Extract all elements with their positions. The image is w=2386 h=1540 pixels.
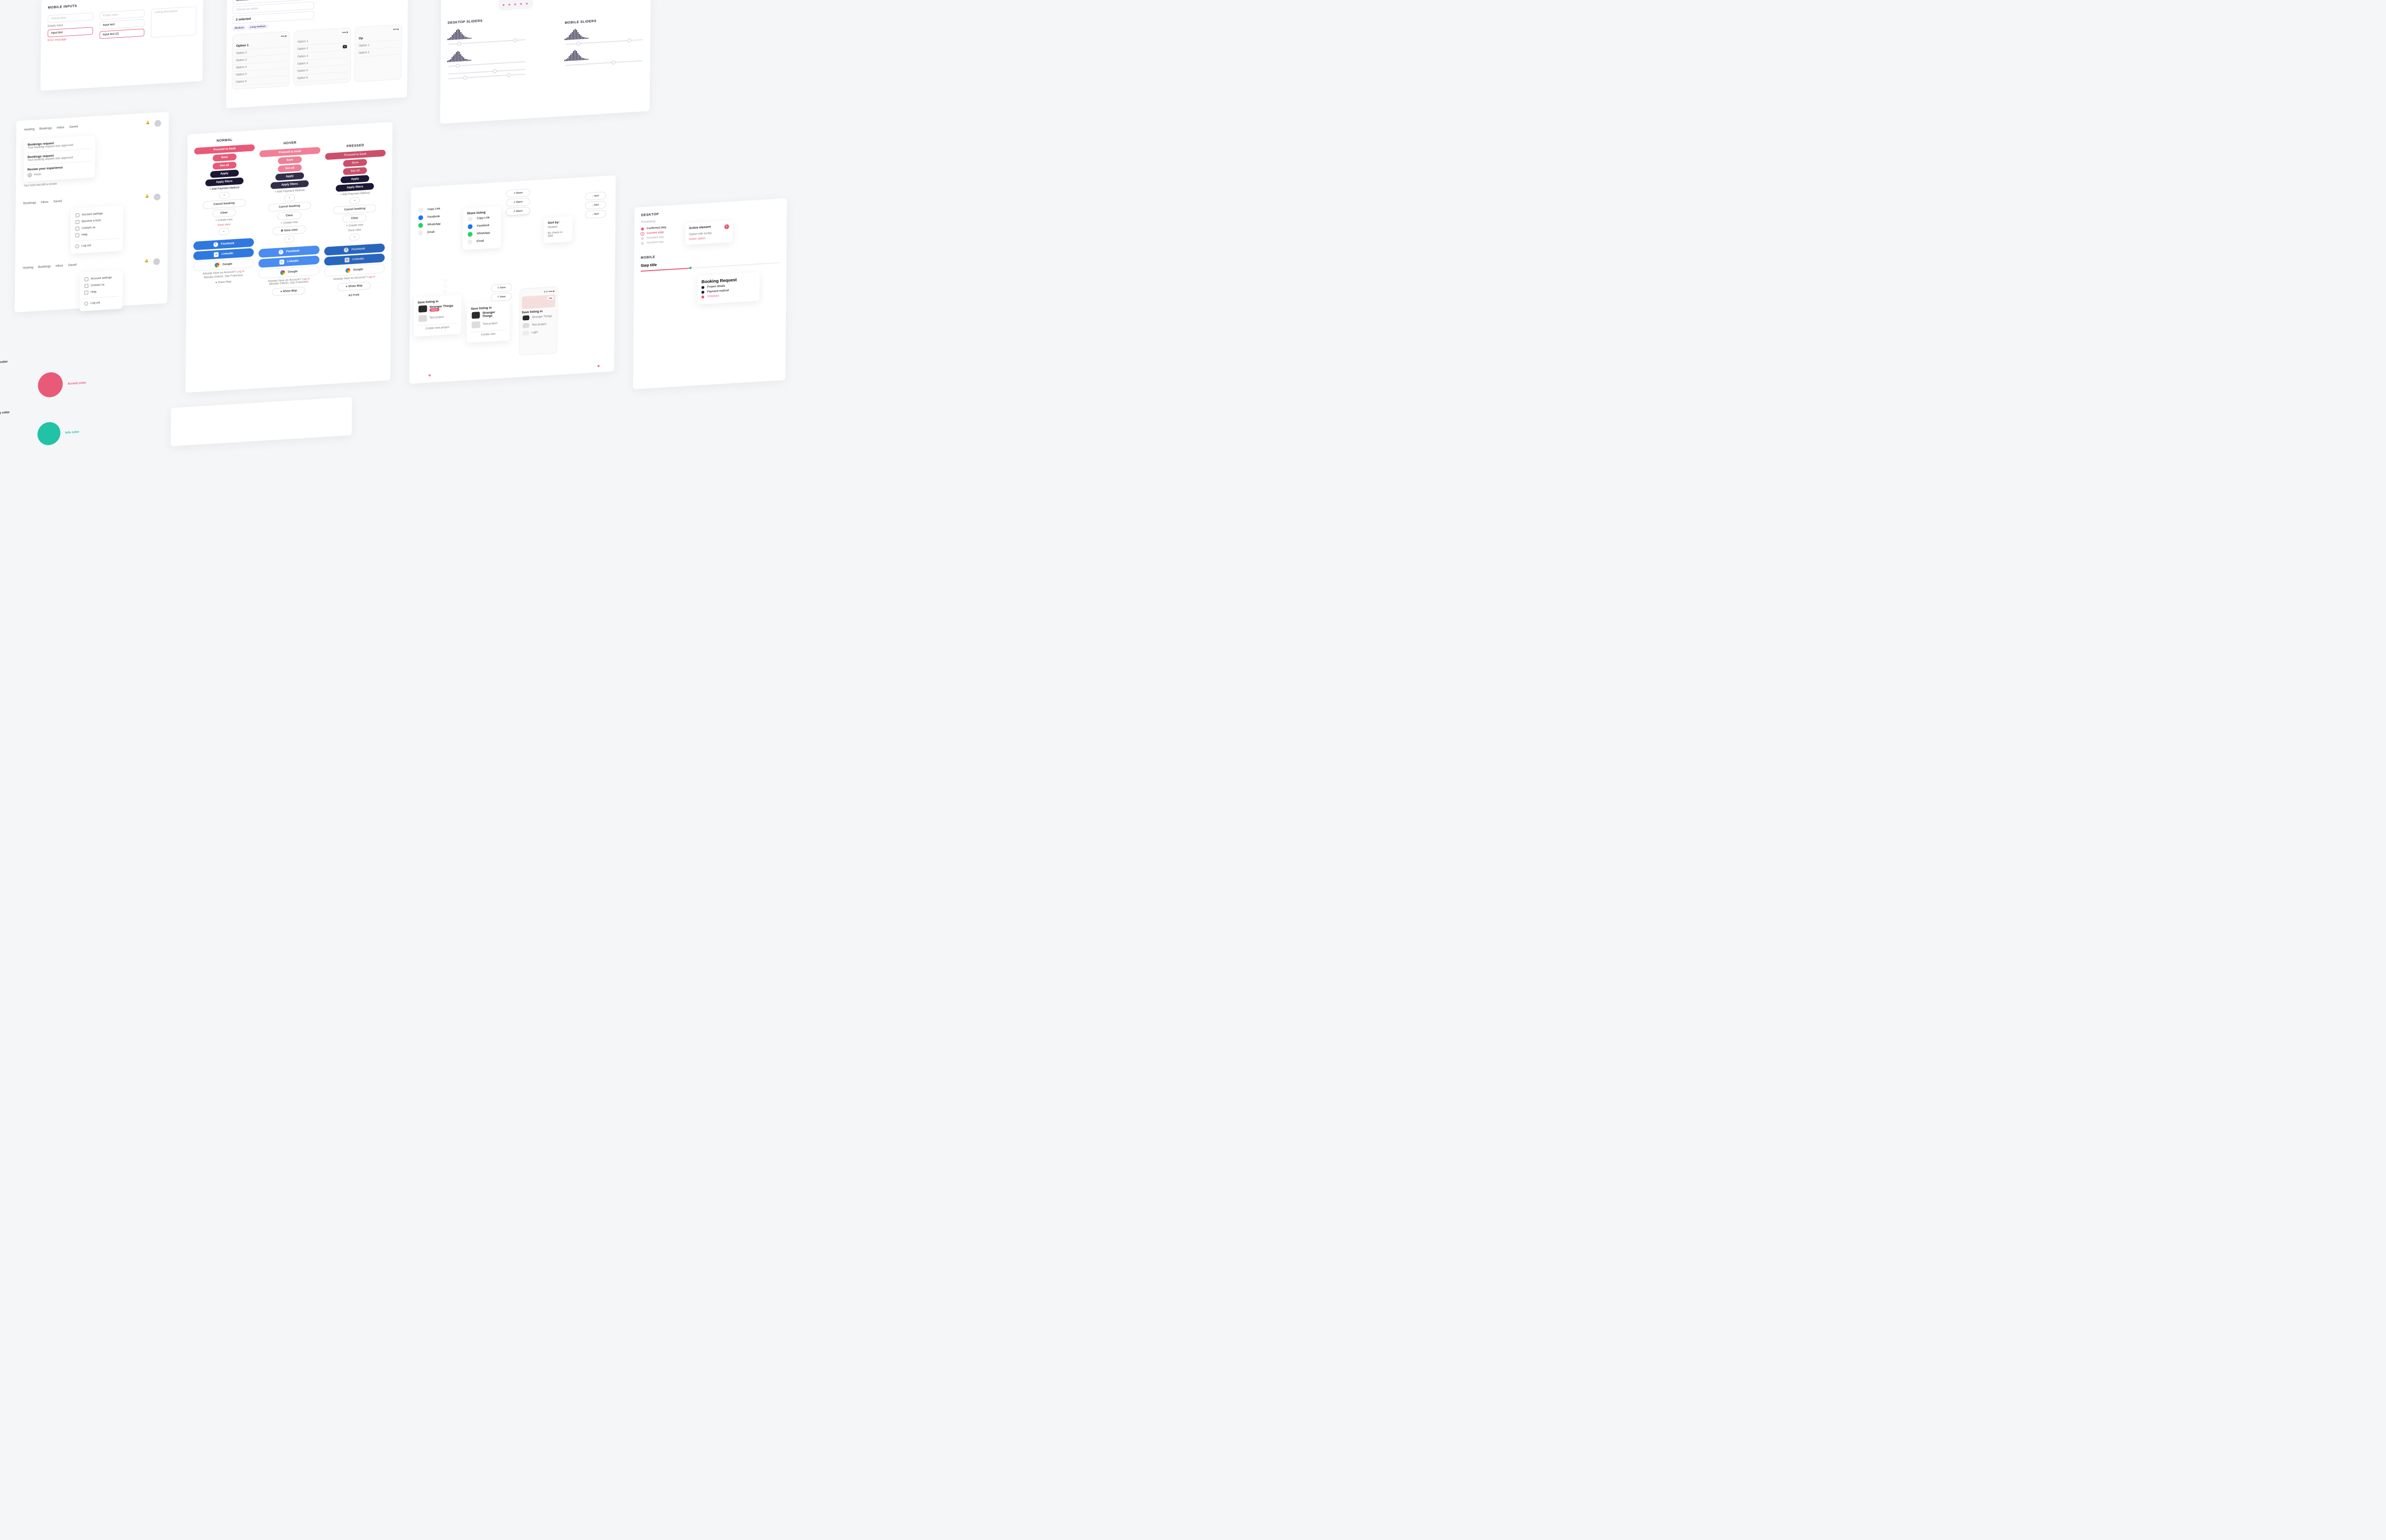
active-label: ACTIVE xyxy=(324,292,384,299)
avatar[interactable] xyxy=(155,120,161,127)
phone-save-listing: 9:41 ●●● ▮ map Save listing in Stranger … xyxy=(519,286,558,356)
btn-save-view-hover[interactable]: ⊞ Save view xyxy=(272,225,306,235)
col-normal: NORMAL xyxy=(194,137,255,144)
step-elevated: Elevated step xyxy=(641,236,666,240)
col-pressed: PRESSED xyxy=(325,142,386,149)
filled-input-2[interactable]: Input text (2) xyxy=(99,29,145,39)
nav-tabs-3: Hosting Bookings Inbox Saved 🔔 xyxy=(23,258,160,273)
menu-logout[interactable]: Log out xyxy=(74,241,119,250)
link-showmap[interactable]: ● Show Map xyxy=(193,279,254,286)
share-listing-card: Share listing Copy Link Facebook WhatsAp… xyxy=(463,206,502,250)
artboard-ratings-sliders: MOBILE Your satisfaction ★★★★★ Your over… xyxy=(440,0,651,124)
heart-filled-icon[interactable]: ♥ xyxy=(429,373,431,378)
slider-5[interactable] xyxy=(565,39,643,45)
star-row-3[interactable]: ★ ★ ★ ★ ★ xyxy=(502,2,529,7)
facebook-icon: f xyxy=(213,242,218,247)
empty-input[interactable]: Placeholder xyxy=(48,12,93,23)
sort-checkin[interactable]: By check-in date xyxy=(548,229,569,239)
share-email[interactable]: Email xyxy=(417,228,441,237)
btn-save[interactable]: Save xyxy=(212,154,236,162)
artboard-share-save: Copy Link Facebook WhatsApp Email Share … xyxy=(409,175,616,384)
tab-hosting[interactable]: Hosting xyxy=(24,127,34,135)
share-cluster-left: Copy Link Facebook WhatsApp Email xyxy=(417,205,441,237)
save-pill[interactable]: ♡ Save xyxy=(491,283,512,293)
slider-3[interactable] xyxy=(448,69,525,74)
sort-by-card: Sort by: Newest By check-in date xyxy=(544,216,573,243)
btn-seeall[interactable]: See all xyxy=(212,162,236,170)
artboard-buttons: NORMAL Proceed to book Save See all Appl… xyxy=(186,122,393,393)
step-hovered: Hovered step xyxy=(641,241,666,245)
booking-request-popover: Bookings request Your booking request wa… xyxy=(23,136,95,182)
chip-2[interactable]: Long medium xyxy=(248,24,268,30)
histogram-4 xyxy=(565,45,644,61)
palette-cluster: Primary color Accent color Secondary col… xyxy=(0,346,86,458)
histogram-1 xyxy=(448,24,527,40)
btn-proceed[interactable]: Proceed to book xyxy=(194,144,255,155)
slider-1[interactable] xyxy=(449,39,526,45)
phone-options-3: ●●● ▮ Op Option 1 Option 2 xyxy=(355,24,402,82)
step-confirmed: Confirmed step xyxy=(641,226,666,230)
save-listing-card-2: Save listing in Stranger Things Test pro… xyxy=(467,301,510,343)
thin-label: Thin xyxy=(0,448,85,458)
mobile-sliders-title: MOBILE SLIDERS xyxy=(565,17,644,25)
bell-icon[interactable]: 🔔 xyxy=(146,121,150,128)
artboard-navigation: Hosting Bookings Inbox Saved 🔔 Bookings … xyxy=(15,112,169,312)
phone-options-2: ●●● ▮ Option 1 Option 2✓ Option 3 Option… xyxy=(293,27,351,86)
empty-input-2[interactable]: Empty input xyxy=(100,10,145,20)
error-input[interactable]: Input text xyxy=(48,27,93,37)
save-listing-card-1: Save listing in Stranger Things Horror T… xyxy=(414,294,462,336)
error-helper: Error message xyxy=(48,36,93,42)
account-menu-2: Account settings Contact us Help Log out xyxy=(80,270,123,312)
col-hover: HOVER xyxy=(260,140,320,147)
link-add-payment[interactable]: + Add Payment Method xyxy=(194,185,254,192)
accent-label: Accent color xyxy=(67,381,86,385)
booking-request-card: Booking Request Project details Payment … xyxy=(698,272,760,304)
histogram-3 xyxy=(565,24,644,40)
linkedin-icon: in xyxy=(214,252,219,257)
nav-tabs-1: Hosting Bookings Inbox Saved 🔔 xyxy=(24,120,161,135)
info-label: Info color xyxy=(65,430,79,434)
slider-4[interactable] xyxy=(448,73,525,79)
filled-input-1[interactable]: Input text xyxy=(99,19,145,30)
btn-cancel-booking[interactable]: Cancel booking xyxy=(203,199,246,210)
swatch-info xyxy=(37,421,60,446)
btn-back[interactable]: ‹ xyxy=(219,192,230,199)
slider-2[interactable] xyxy=(448,61,525,67)
textarea-input[interactable]: Listing description xyxy=(151,6,197,38)
btn-apply[interactable]: Apply xyxy=(210,169,239,178)
info-icon[interactable]: i xyxy=(724,224,729,230)
heart-outline-icon[interactable]: ♡ xyxy=(443,279,447,284)
tab-saved[interactable]: Saved xyxy=(69,125,78,132)
slider-6[interactable] xyxy=(565,60,643,66)
primary-label: Primary color xyxy=(0,360,8,365)
sort-button[interactable]: ↕ Sort xyxy=(585,191,606,200)
btn-clear[interactable]: Clear xyxy=(212,209,236,218)
active-action[interactable]: Action option xyxy=(689,236,729,241)
phone-options-1: ●●● ▮ Option 1 Option 2 Option 3 Option … xyxy=(232,31,290,90)
artboard-bottom-placeholder xyxy=(171,397,352,446)
account-menu: Account settings Become a host Contact u… xyxy=(71,205,124,254)
active-element-card: Active element i Option with tooltip Act… xyxy=(685,220,733,245)
tab-inbox[interactable]: Inbox xyxy=(57,126,64,133)
google-icon xyxy=(215,262,220,268)
create-new-proj[interactable]: Create new project xyxy=(418,323,458,333)
chip-1[interactable]: Medium xyxy=(232,25,246,31)
swatch-accent xyxy=(38,372,63,398)
btn-google[interactable]: Google xyxy=(193,258,254,272)
nav-tabs-2: Bookings Inbox Saved 🔔 xyxy=(23,193,161,209)
btn-apply-filters[interactable]: Apply filters xyxy=(205,178,243,187)
artboard-mobile-dropdowns: MOBILE DROPDOWNS Selection Choose an opt… xyxy=(226,0,408,108)
tab-bookings[interactable]: Bookings xyxy=(39,126,52,134)
step-current: Current step xyxy=(641,231,666,235)
secondary-label: Secondary color xyxy=(0,410,10,415)
heart-icons: ♡ ♡ ♡ xyxy=(443,279,447,295)
share-button[interactable]: ↗ Share xyxy=(506,189,530,198)
artboard-steps: DESKTOP Processing Confirmed step Curren… xyxy=(633,198,787,389)
design-system-canvas: MOBILE INPUTS Placeholder Empty input In… xyxy=(0,0,1014,618)
histogram-2 xyxy=(447,46,526,62)
artboard-mobile-inputs: MOBILE INPUTS Placeholder Empty input In… xyxy=(41,0,203,91)
